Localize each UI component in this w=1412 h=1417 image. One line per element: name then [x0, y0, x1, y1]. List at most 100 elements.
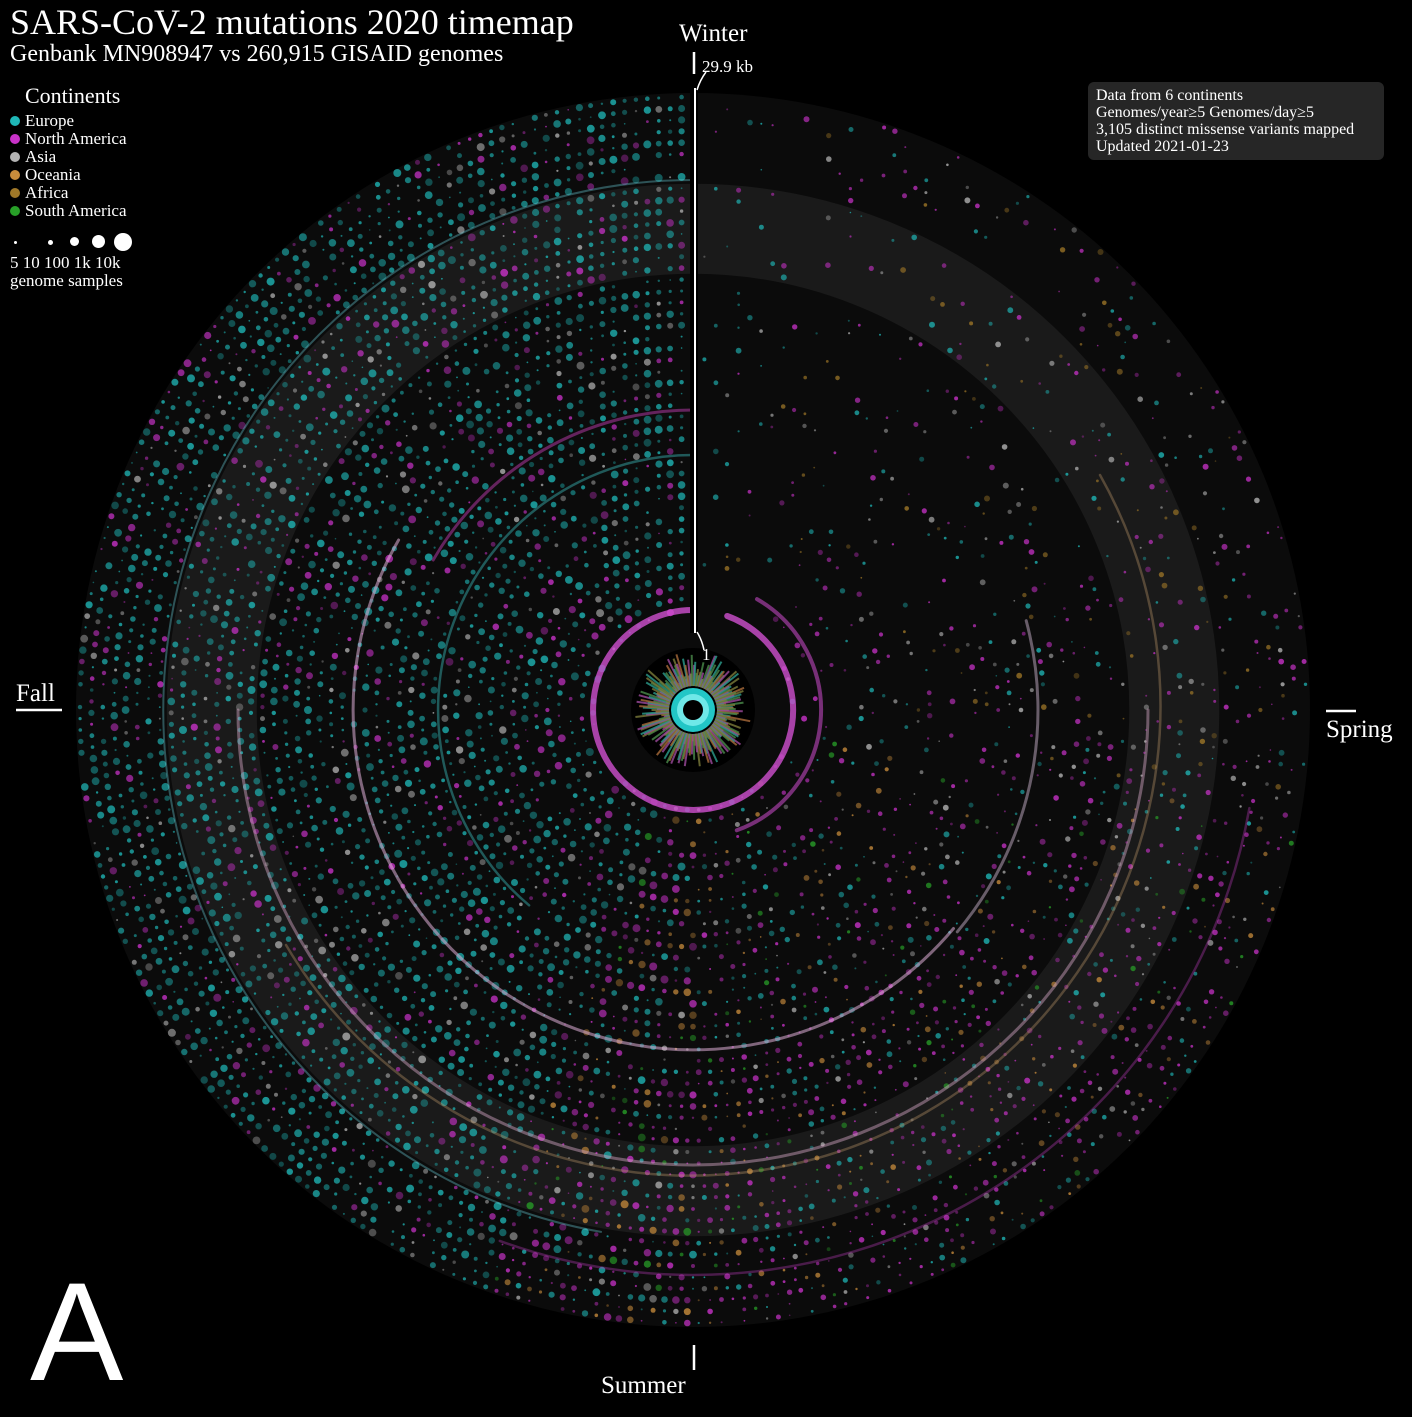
- mutation-dot: [206, 872, 214, 879]
- mutation-dot: [662, 988, 667, 994]
- mutation-dot: [230, 765, 233, 768]
- mutation-dot: [532, 292, 541, 301]
- mutation-dot: [747, 489, 752, 494]
- mutation-dot: [999, 540, 1004, 545]
- mutation-dot: [890, 476, 894, 481]
- mutation-dot: [1186, 906, 1190, 910]
- mutation-dot: [408, 515, 417, 524]
- mutation-dot: [1197, 773, 1202, 778]
- mutation-dot: [1097, 742, 1102, 747]
- mutation-dot: [440, 301, 447, 308]
- mutation-dot: [1115, 895, 1121, 902]
- mutation-dot: [406, 1184, 415, 1193]
- mutation-dot: [522, 1261, 526, 1266]
- mutation-dot: [545, 1162, 549, 1165]
- mutation-dot: [543, 241, 551, 249]
- mutation-dot: [1167, 1035, 1173, 1041]
- mutation-dot: [325, 422, 329, 426]
- mutation-dot: [609, 213, 617, 222]
- mutation-dot: [708, 887, 712, 891]
- mutation-dot: [489, 832, 494, 838]
- mutation-dot: [846, 998, 848, 1001]
- mutation-dot: [858, 616, 864, 622]
- mutation-dot: [689, 1091, 697, 1099]
- mutation-dot: [764, 873, 766, 876]
- mutation-dot: [572, 793, 578, 798]
- mutation-dot: [208, 1027, 211, 1030]
- mutation-dot: [422, 302, 425, 306]
- mutation-dot: [1082, 312, 1087, 317]
- mutation-dot: [334, 905, 338, 909]
- mutation-dot: [214, 858, 222, 866]
- mutation-dot: [424, 553, 433, 562]
- mutation-dot: [125, 764, 132, 770]
- mutation-dot: [196, 502, 204, 511]
- mutation-dot: [533, 701, 539, 708]
- mutation-dot: [372, 1149, 374, 1152]
- mutation-dot: [433, 546, 436, 549]
- mutation-dot: [616, 883, 625, 891]
- mutation-dot: [325, 994, 328, 998]
- mutation-dot: [519, 1039, 525, 1045]
- mutation-dot: [407, 217, 411, 221]
- mutation-dot: [209, 536, 215, 542]
- mutation-dot: [868, 518, 871, 521]
- mutation-dot: [442, 726, 449, 734]
- mutation-dot: [1008, 534, 1014, 540]
- mutation-dot: [260, 669, 268, 677]
- mutation-dot: [980, 657, 985, 661]
- mutation-dot: [1251, 798, 1256, 804]
- mutation-dot: [153, 798, 159, 804]
- mutation-dot: [115, 632, 123, 640]
- mutation-dot: [200, 610, 207, 617]
- mutation-dot: [318, 728, 322, 732]
- mutation-dot: [1031, 586, 1038, 593]
- mutation-dot: [608, 893, 611, 896]
- mutation-dot: [1124, 1037, 1130, 1042]
- mutation-dot: [655, 1284, 662, 1292]
- mutation-dot: [222, 572, 227, 577]
- mutation-dot: [746, 1087, 753, 1094]
- mutation-dot: [374, 797, 381, 804]
- mutation-dot: [148, 589, 152, 593]
- mutation-dot: [589, 372, 594, 377]
- mutation-dot: [658, 497, 660, 500]
- mutation-dot: [538, 573, 544, 579]
- mutation-dot: [606, 797, 614, 805]
- mutation-dot: [328, 981, 336, 988]
- mutation-dot: [802, 992, 807, 996]
- mutation-dot: [511, 879, 518, 886]
- mutation-dot: [646, 1114, 649, 1117]
- mutation-dot: [714, 1104, 718, 1108]
- mutation-dot: [984, 235, 988, 239]
- mutation-dot: [643, 427, 652, 436]
- mutation-dot: [554, 887, 556, 890]
- mutation-dot: [532, 208, 540, 217]
- mutation-dot: [668, 932, 672, 936]
- mutation-dot: [1003, 1052, 1007, 1057]
- mutation-dot: [235, 986, 243, 994]
- mutation-dot: [939, 842, 944, 847]
- mutation-dot: [168, 732, 175, 739]
- mutation-dot: [644, 405, 651, 412]
- mutation-dot: [1166, 995, 1171, 1000]
- mutation-dot: [301, 917, 309, 925]
- mutation-dot: [818, 616, 823, 621]
- mutation-dot: [870, 1257, 876, 1263]
- mutation-dot: [577, 664, 580, 667]
- mutation-dot: [1228, 617, 1232, 621]
- mutation-dot: [553, 941, 560, 947]
- mutation-dot: [609, 1199, 617, 1206]
- mutation-dot: [279, 581, 284, 586]
- mutation-dot: [857, 323, 861, 327]
- mutation-dot: [623, 1029, 626, 1032]
- mutation-dot: [310, 764, 315, 769]
- mutation-dot: [878, 632, 884, 637]
- mutation-dot: [611, 424, 617, 430]
- mutation-dot: [516, 784, 519, 786]
- mutation-dot: [503, 497, 507, 502]
- mutation-dot: [903, 1223, 906, 1226]
- mutation-dot: [955, 860, 960, 865]
- mutation-dot: [1015, 974, 1019, 978]
- mutation-dot: [533, 770, 541, 777]
